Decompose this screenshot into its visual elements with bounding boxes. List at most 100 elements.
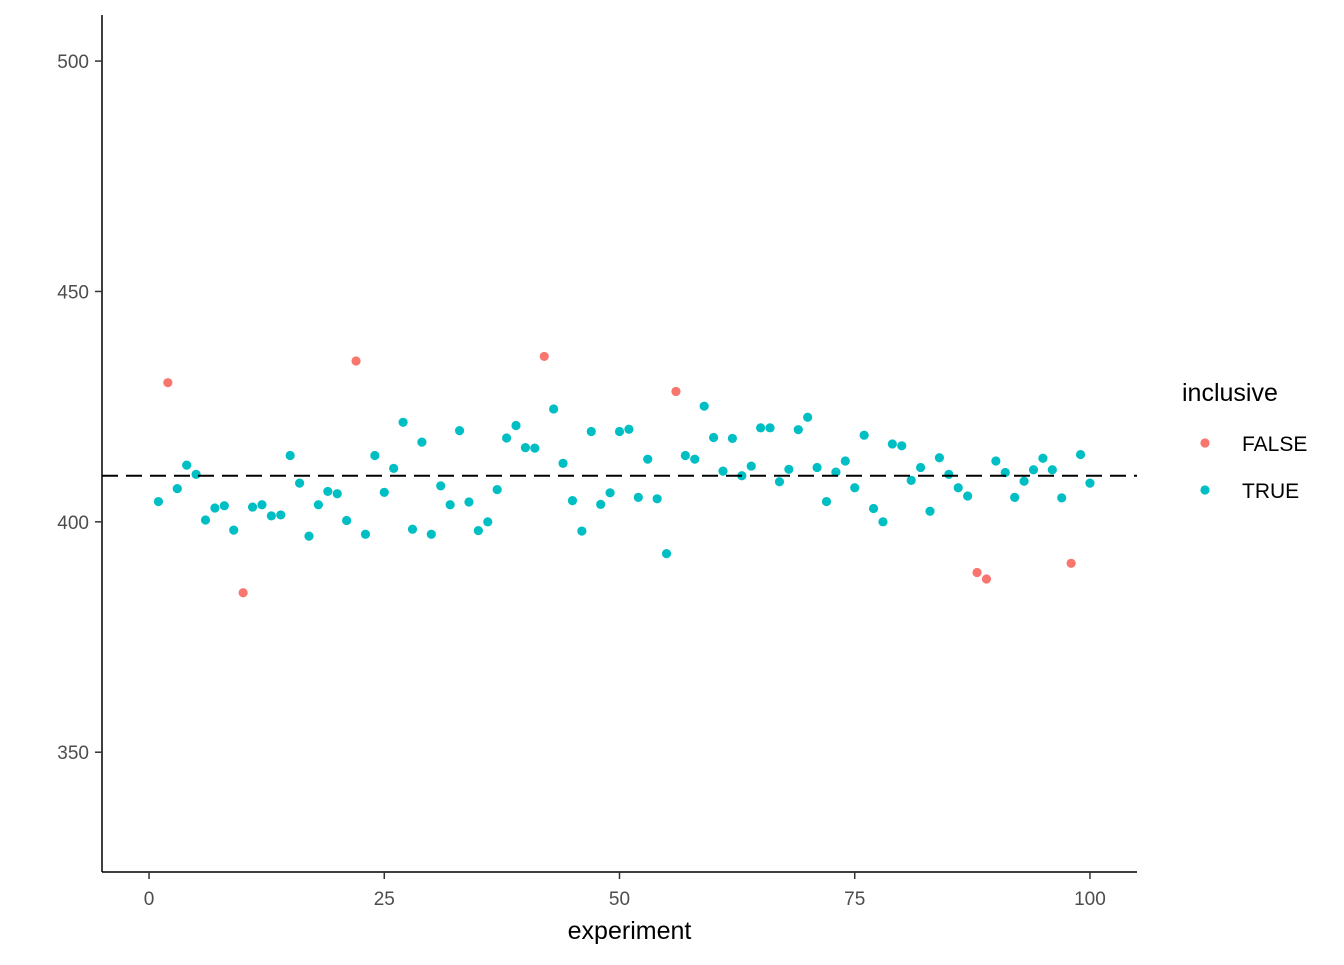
point-true [652, 494, 662, 504]
point-true [746, 461, 756, 471]
y-tick-label: 350 [57, 743, 89, 764]
point-true [191, 469, 201, 479]
point-true [182, 460, 192, 470]
point-true [313, 500, 324, 510]
legend-key-true [1200, 485, 1210, 495]
point-true [812, 462, 822, 473]
point-true [501, 433, 512, 443]
point-true [690, 454, 700, 464]
point-true [1010, 492, 1020, 503]
point-true [925, 506, 935, 516]
point-true [511, 420, 521, 431]
point-true [614, 426, 625, 437]
point-true [210, 503, 220, 513]
point-false [1066, 558, 1076, 568]
point-false [539, 351, 549, 362]
point-true [464, 497, 474, 507]
point-true [567, 496, 578, 506]
point-true [605, 488, 615, 498]
point-true [963, 491, 973, 501]
point-true [219, 501, 229, 511]
point-true [633, 492, 643, 503]
point-true [1028, 465, 1039, 475]
point-true [379, 487, 389, 497]
point-true [596, 499, 606, 509]
point-true [840, 456, 850, 466]
x-tick-label: 25 [374, 889, 395, 910]
point-true [266, 511, 276, 521]
point-true [850, 483, 860, 493]
legend: FALSE TRUE [1200, 433, 1307, 503]
point-true [153, 496, 164, 507]
point-true [473, 525, 483, 536]
point-true [483, 517, 493, 527]
point-true [172, 484, 182, 494]
point-true [276, 510, 286, 520]
point-true [831, 467, 841, 477]
point-true [708, 432, 719, 443]
y-axis-ticks: 350 400 450 500 [57, 52, 102, 764]
point-true [944, 469, 954, 479]
point-true [200, 515, 211, 525]
point-true [680, 450, 690, 461]
x-axis-title: experiment [568, 917, 692, 945]
point-true [530, 443, 540, 453]
point-true [803, 412, 813, 422]
point-true [586, 426, 596, 437]
point-true [229, 525, 239, 535]
point-true [257, 500, 267, 510]
legend-title: inclusive [1182, 379, 1278, 407]
point-true [398, 417, 408, 427]
point-true [765, 423, 775, 433]
point-true [407, 524, 418, 534]
point-true [1047, 465, 1057, 475]
point-true [718, 466, 728, 476]
point-true [285, 450, 295, 461]
point-true [878, 517, 888, 527]
point-true [661, 549, 672, 559]
point-true [906, 475, 916, 485]
point-true [915, 462, 926, 473]
y-tick-label: 500 [57, 52, 89, 73]
point-true [492, 484, 502, 495]
legend-label-true: TRUE [1242, 480, 1299, 503]
x-axis-ticks: 0 25 50 75 100 [144, 872, 1106, 910]
point-true [370, 450, 380, 461]
point-true [342, 515, 352, 526]
point-true [360, 529, 371, 539]
point-true [294, 478, 305, 488]
point-true [727, 433, 738, 444]
point-true [821, 496, 832, 507]
point-true [247, 502, 258, 512]
point-true [1038, 453, 1048, 463]
point-true [793, 425, 803, 435]
point-true [454, 425, 465, 436]
point-true [1057, 493, 1067, 503]
point-true [624, 424, 634, 434]
point-false [972, 567, 982, 578]
point-true [887, 439, 897, 449]
point-true [643, 454, 653, 464]
point-true [389, 463, 399, 473]
point-true [436, 481, 446, 491]
point-true [784, 464, 794, 474]
x-tick-label: 75 [844, 889, 865, 910]
point-true [868, 503, 879, 514]
x-tick-label: 50 [609, 889, 630, 910]
legend-label-false: FALSE [1242, 433, 1307, 456]
x-tick-label: 0 [144, 889, 155, 910]
point-true [1075, 449, 1086, 460]
point-true [323, 486, 333, 497]
point-false [671, 386, 681, 397]
point-false [351, 356, 361, 366]
point-true [934, 453, 945, 463]
point-false [238, 588, 248, 598]
y-tick-label: 450 [57, 282, 89, 303]
point-true [332, 489, 342, 499]
point-true [774, 477, 785, 487]
x-tick-label: 100 [1074, 889, 1106, 910]
point-true [445, 500, 455, 510]
point-true [549, 404, 559, 414]
